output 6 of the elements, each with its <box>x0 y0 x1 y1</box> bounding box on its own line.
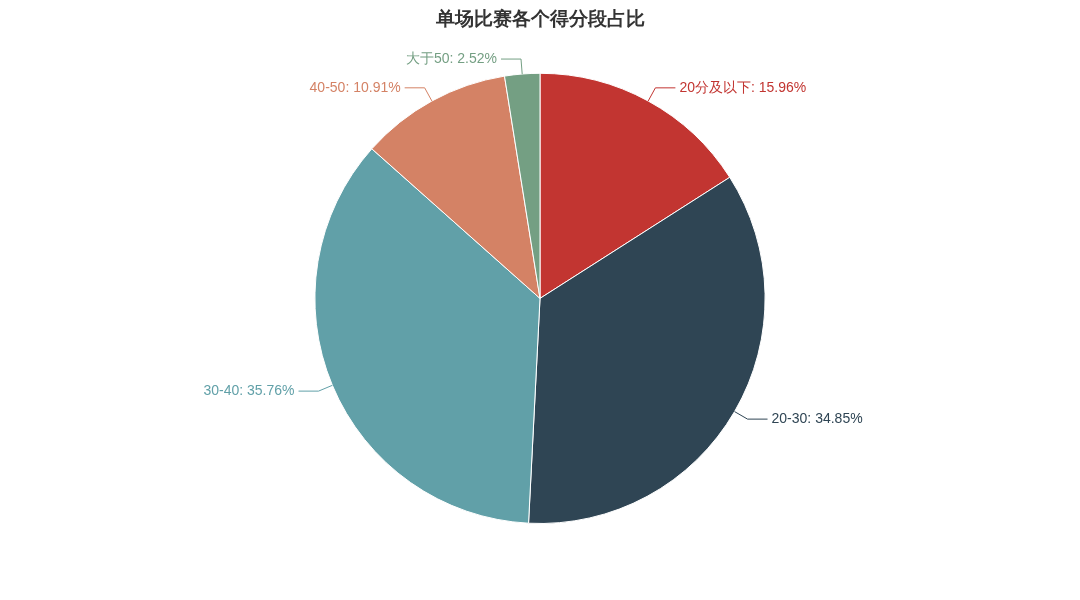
chart-title: 单场比赛各个得分段占比 <box>434 7 645 29</box>
slice-label: 20分及以下: 15.96% <box>679 78 807 95</box>
slice-label: 20-30: 34.85% <box>771 409 863 426</box>
slice-label: 30-40: 35.76% <box>203 381 295 398</box>
slice-label: 大于50: 2.52% <box>405 49 498 66</box>
slice-label: 40-50: 10.91% <box>309 78 401 95</box>
